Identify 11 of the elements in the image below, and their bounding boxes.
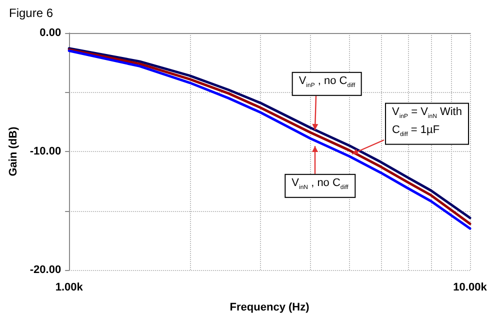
x-tick-label: 1.00k (55, 282, 84, 294)
y-axis-title: Gain (dB) (8, 126, 20, 176)
annotation: V$_{inN}$ , no C$_{diff}$ (284, 174, 356, 198)
annotation: V$_{inP}$ , no C$_{diff}$ (292, 72, 362, 96)
text: V$_{inP}$ = V$_{inN}$ With C$_{diff}$ = 1µF (392, 106, 462, 138)
y-tick-label: 0.00 (40, 27, 62, 39)
chart-title: Figure 6 (9, 6, 54, 20)
y-tick-label: -20.00 (30, 264, 62, 276)
x-axis-title: Frequency (Hz) (230, 302, 310, 314)
x-tick-label: 10.00k (453, 282, 488, 294)
y-tick-label: -10.00 (30, 146, 62, 158)
